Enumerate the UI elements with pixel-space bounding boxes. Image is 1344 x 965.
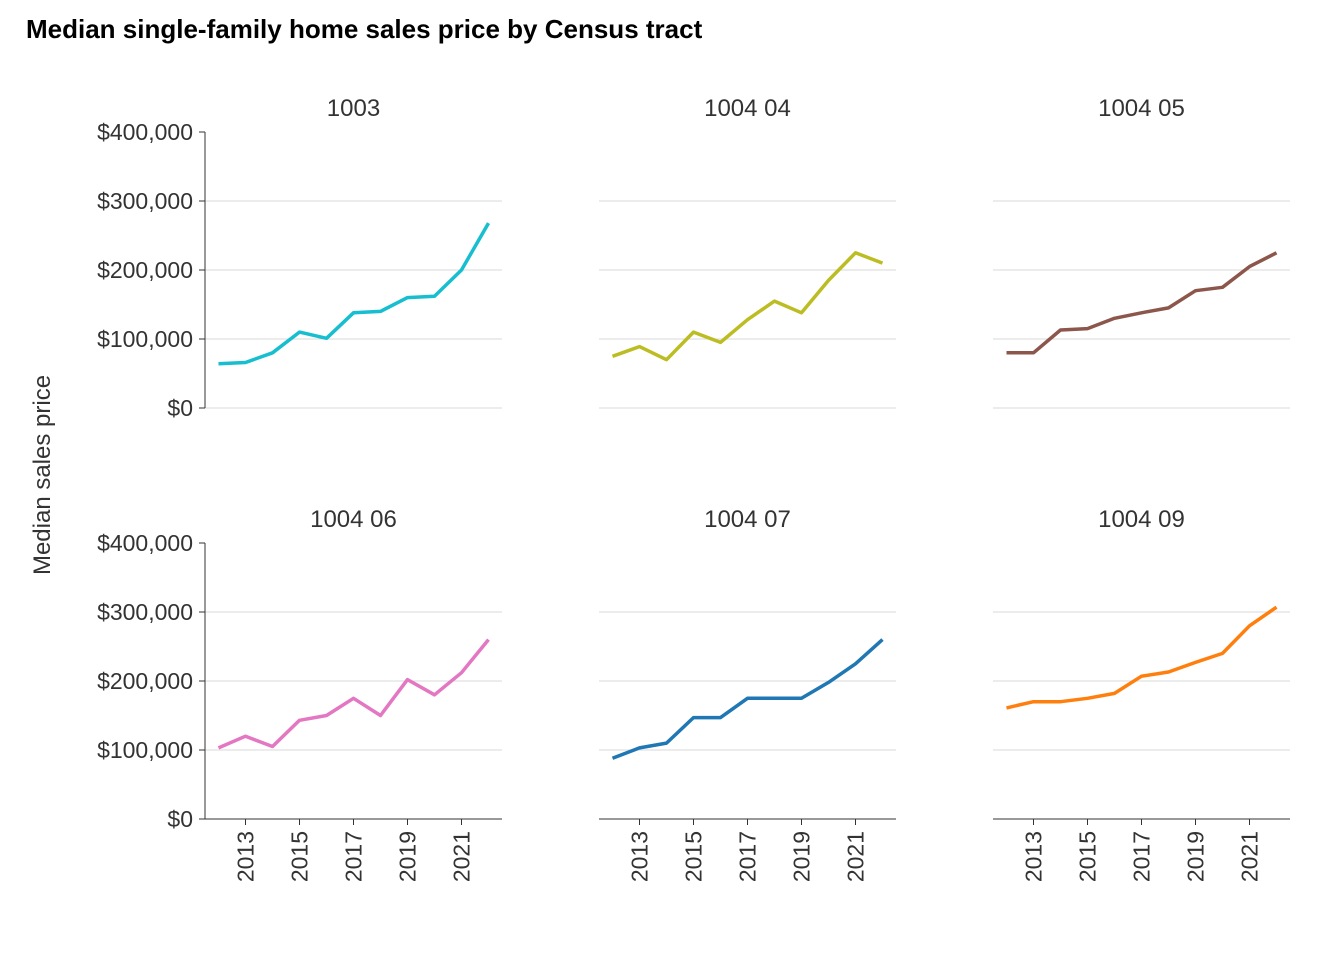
y-tick-label: $400,000 — [97, 530, 193, 556]
x-tick-label: 2017 — [735, 831, 761, 882]
y-tick-label: $200,000 — [97, 668, 193, 694]
series-line-1004-09 — [1006, 605, 1278, 710]
x-tick-label: 2013 — [1021, 831, 1047, 882]
series-line-1004-04 — [611, 251, 884, 362]
y-tick-label: $200,000 — [97, 257, 193, 283]
x-tick-label: 2017 — [1129, 831, 1155, 882]
y-tick-label: $100,000 — [97, 737, 193, 763]
panel-title: 1004 06 — [310, 506, 397, 533]
panel-title: 1004 07 — [704, 506, 791, 533]
panel-1003: 1003 $0 $100,000 $200,000 $300,000 $400,000 — [97, 95, 502, 421]
x-tick-label: 2021 — [843, 831, 869, 882]
x-tick-label: 2021 — [1237, 831, 1263, 882]
panel-title: 1004 05 — [1098, 95, 1185, 122]
x-tick-label: 2013 — [233, 831, 259, 882]
x-tick-label: 2019 — [395, 831, 421, 882]
chart-title: Median single-family home sales price by… — [26, 14, 703, 44]
panel-title: 1003 — [327, 95, 380, 122]
panel-1004-04: 1004 04 — [599, 95, 896, 409]
y-tick-label: $300,000 — [97, 188, 193, 214]
panel-title: 1004 09 — [1098, 506, 1185, 533]
x-tick-label: 2015 — [287, 831, 313, 882]
y-axis-title: Median sales price — [29, 375, 56, 575]
series-line-1004-05 — [1006, 251, 1278, 355]
series-line-1003 — [218, 222, 491, 366]
y-tick-label: $0 — [167, 806, 193, 832]
y-tick-label: $300,000 — [97, 599, 193, 625]
panel-1004-06: 1004 06 $0 $100,000 $200,000 $300,000 $400,00… — [97, 506, 502, 882]
panels: 1003$0$100,000$200,000$300,000$400,00010… — [97, 95, 1290, 882]
panel-1004-09: 1004 09 2013 2015 2017 2019 2021 — [993, 506, 1290, 882]
x-tick-label: 2017 — [341, 831, 367, 882]
panel-1004-05: 1004 05 — [993, 95, 1290, 409]
y-tick-label: $0 — [167, 395, 193, 421]
series-line-1004-06 — [217, 638, 490, 750]
x-tick-label: 2015 — [1075, 831, 1101, 882]
series-line-1004-07 — [611, 638, 884, 760]
panel-title: 1004 04 — [704, 95, 791, 122]
y-tick-label: $400,000 — [97, 119, 193, 145]
y-tick-label: $100,000 — [97, 326, 193, 352]
x-tick-label: 2015 — [681, 831, 707, 882]
panel-1004-07: 1004 07 2013 2015 2017 2019 2021 — [599, 506, 896, 882]
x-tick-label: 2021 — [449, 831, 475, 882]
x-tick-label: 2019 — [1183, 831, 1209, 882]
x-tick-label: 2013 — [627, 831, 653, 882]
x-tick-label: 2019 — [789, 831, 815, 882]
